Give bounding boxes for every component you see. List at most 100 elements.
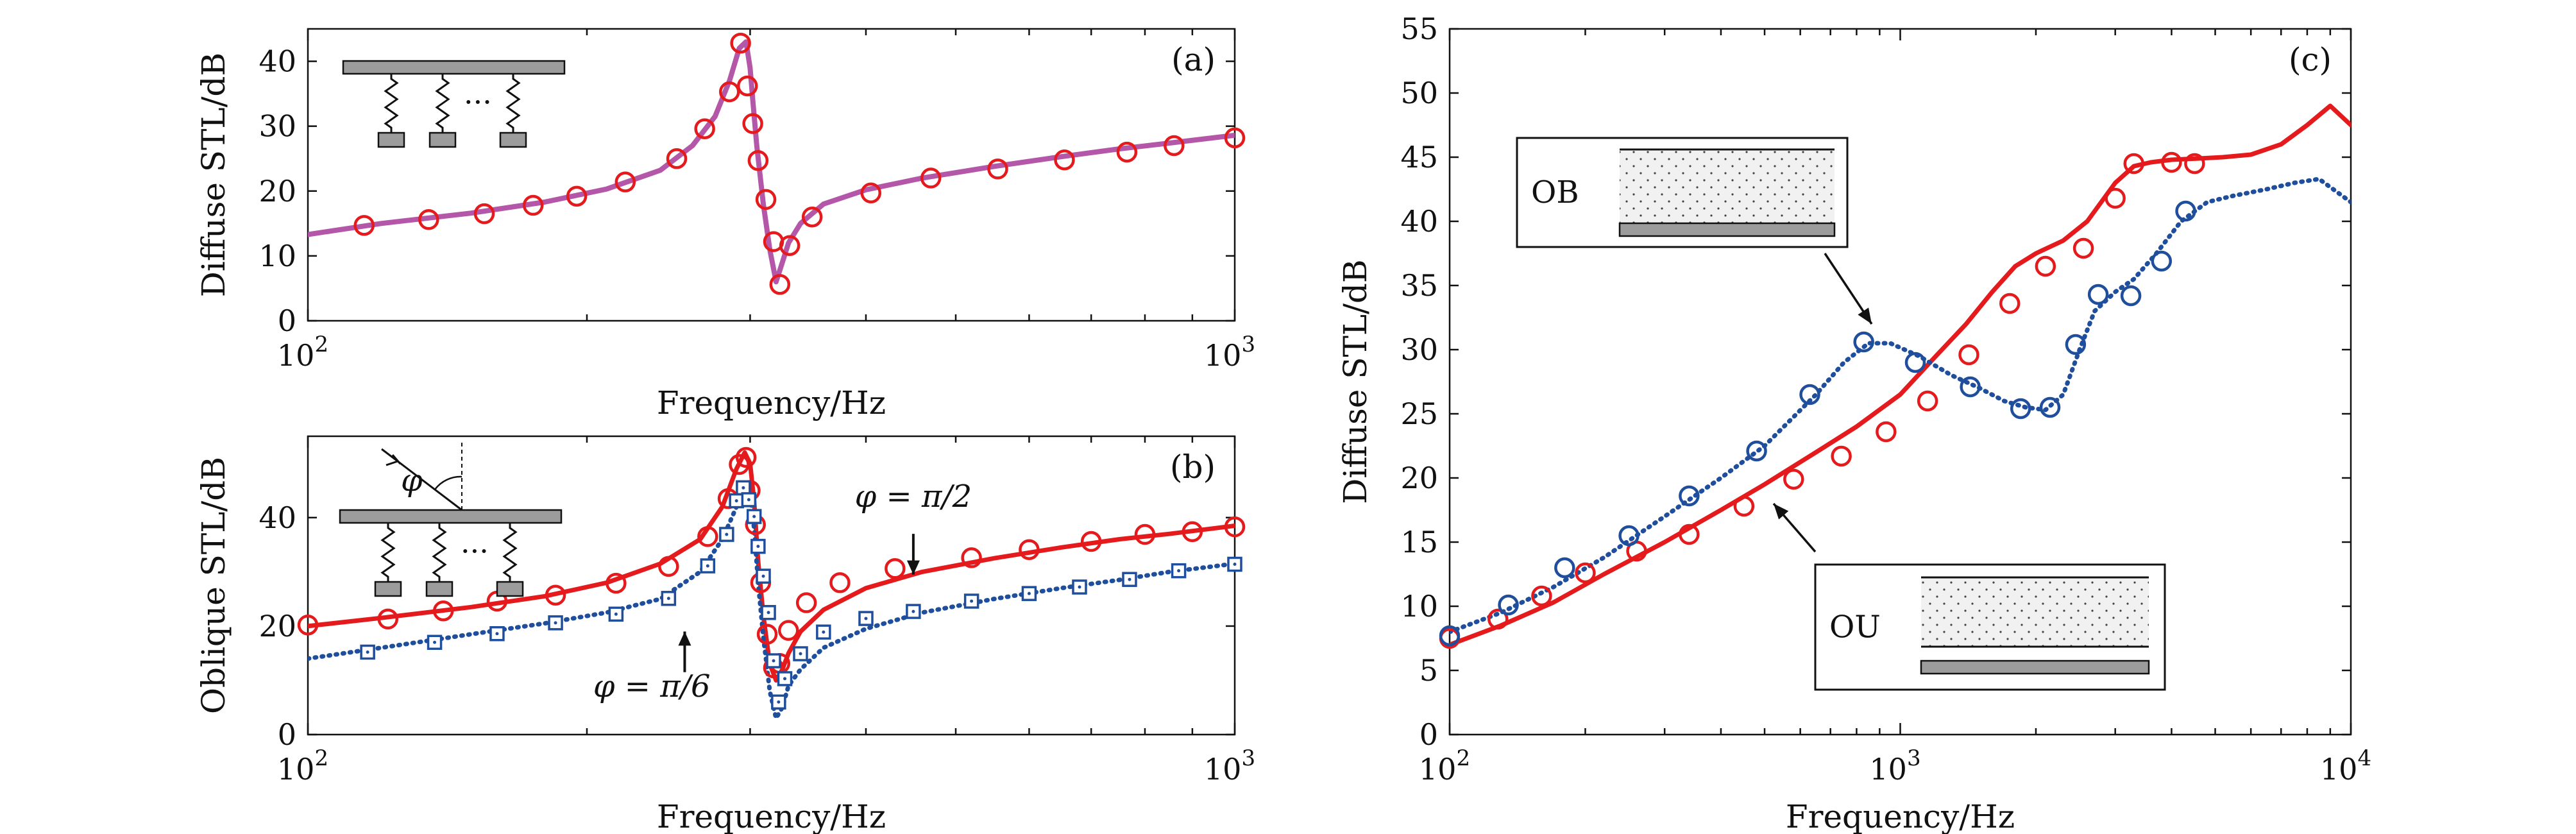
porous-layer: [1620, 149, 1835, 225]
data-point-circle: [2120, 285, 2142, 307]
data-point-center: [666, 597, 670, 600]
data-point-circle: [1679, 523, 1700, 545]
spring-symbol: [380, 523, 396, 582]
series-line: [1450, 176, 2351, 634]
data-point-center: [1027, 591, 1031, 595]
x-tick-exponent: 2: [314, 332, 328, 357]
data-point-circle: [1799, 384, 1820, 405]
data-point-circle: [353, 215, 375, 236]
data-point-circle: [1019, 539, 1040, 560]
data-point-circle: [1531, 585, 1552, 607]
data-point-center: [777, 700, 781, 704]
data-point-circle: [1783, 468, 1804, 490]
x-tick-base: 10: [277, 752, 315, 787]
data-point-circle: [1054, 149, 1075, 171]
data-point-center: [767, 611, 770, 615]
data-point-center: [772, 659, 775, 663]
data-point-circle: [2035, 255, 2056, 277]
y-tick-label: 40: [258, 44, 296, 79]
data-point-circle: [566, 185, 588, 207]
x-tick-base: 10: [1419, 752, 1457, 787]
y-axis-label: Oblique STL/dB: [195, 457, 232, 714]
data-point-circle: [697, 526, 718, 547]
data-point-circle: [1679, 485, 1700, 507]
y-axis-label: Diffuse STL/dB: [1337, 259, 1374, 504]
x-tick-label: 104: [2320, 745, 2371, 787]
data-point-circle: [1876, 421, 1897, 443]
x-tick-exponent: 2: [314, 745, 328, 771]
spring-symbol: [432, 523, 447, 582]
y-tick-label: 0: [278, 303, 296, 338]
data-point-circle: [779, 235, 801, 256]
data-point-circle: [2087, 284, 2109, 305]
data-point-circle: [432, 600, 454, 622]
data-point-circle: [418, 209, 439, 230]
plate-layer: [1618, 222, 1836, 237]
data-point-center: [911, 609, 915, 613]
data-point-center: [706, 564, 709, 568]
data-point-center: [752, 515, 756, 518]
data-point-circle: [730, 32, 751, 54]
data-point-circle: [694, 118, 715, 139]
data-point-circle: [1960, 376, 1981, 398]
data-point-circle: [2161, 151, 2182, 173]
data-point-center: [614, 612, 618, 616]
data-point-circle: [860, 182, 882, 204]
angle-annotation: φ = π/2: [855, 479, 972, 515]
data-point-circle: [297, 614, 319, 636]
y-tick-label: 0: [278, 717, 296, 752]
plate-symbol: [339, 509, 563, 524]
data-point-circle: [801, 206, 823, 228]
x-tick-label: 102: [277, 332, 328, 373]
mass-symbol: [428, 132, 457, 148]
data-point-circle: [742, 113, 763, 134]
data-point-center: [433, 640, 437, 644]
data-point-circle: [522, 194, 544, 216]
y-tick-label: 45: [1400, 140, 1438, 174]
data-point-circle: [987, 158, 1008, 180]
data-point-circle: [2175, 200, 2196, 222]
arrow-head: [906, 560, 920, 575]
y-tick-label: 5: [1419, 653, 1438, 688]
incidence-ray: [381, 448, 462, 511]
data-point-circle: [1164, 135, 1185, 157]
data-point-circle: [473, 203, 495, 225]
x-tick-exponent: 4: [2357, 745, 2371, 771]
data-point-circle: [961, 547, 982, 568]
x-tick-exponent: 3: [1907, 745, 1921, 771]
y-tick-label: 10: [258, 239, 296, 273]
x-tick-base: 10: [1869, 752, 1907, 787]
data-point-circle: [1134, 523, 1156, 545]
data-point-circle: [2105, 187, 2126, 209]
angle-annotation: φ = π/6: [593, 668, 711, 704]
mass-symbol: [496, 581, 524, 597]
spring-symbol: [505, 74, 521, 133]
data-point-circle: [1080, 531, 1102, 552]
data-point-circle: [755, 189, 777, 210]
data-point-circle: [2184, 153, 2205, 174]
plot-frame: [307, 28, 1236, 322]
y-tick-label: 20: [258, 609, 296, 643]
data-point-circle: [1498, 594, 1519, 616]
phi-symbol: φ: [401, 463, 423, 498]
material-label: OU: [1829, 609, 1881, 645]
data-point-center: [1177, 569, 1181, 573]
data-point-circle: [1999, 293, 2021, 314]
data-point-circle: [2039, 396, 2061, 418]
data-point-center: [822, 630, 826, 634]
spring-symbol: [435, 74, 450, 133]
plate-symbol: [342, 60, 566, 75]
porous-layer: [1921, 577, 2149, 647]
x-tick-base: 10: [2320, 752, 2358, 787]
spring-symbol: [384, 74, 399, 133]
data-point-center: [756, 545, 760, 549]
angle-arc: [434, 475, 462, 490]
data-point-circle: [658, 556, 679, 577]
data-point-circle: [1116, 141, 1138, 163]
y-tick-label: 15: [1400, 525, 1438, 559]
data-point-circle: [614, 171, 636, 192]
x-tick-label: 102: [1419, 745, 1470, 787]
data-point-center: [864, 617, 868, 620]
